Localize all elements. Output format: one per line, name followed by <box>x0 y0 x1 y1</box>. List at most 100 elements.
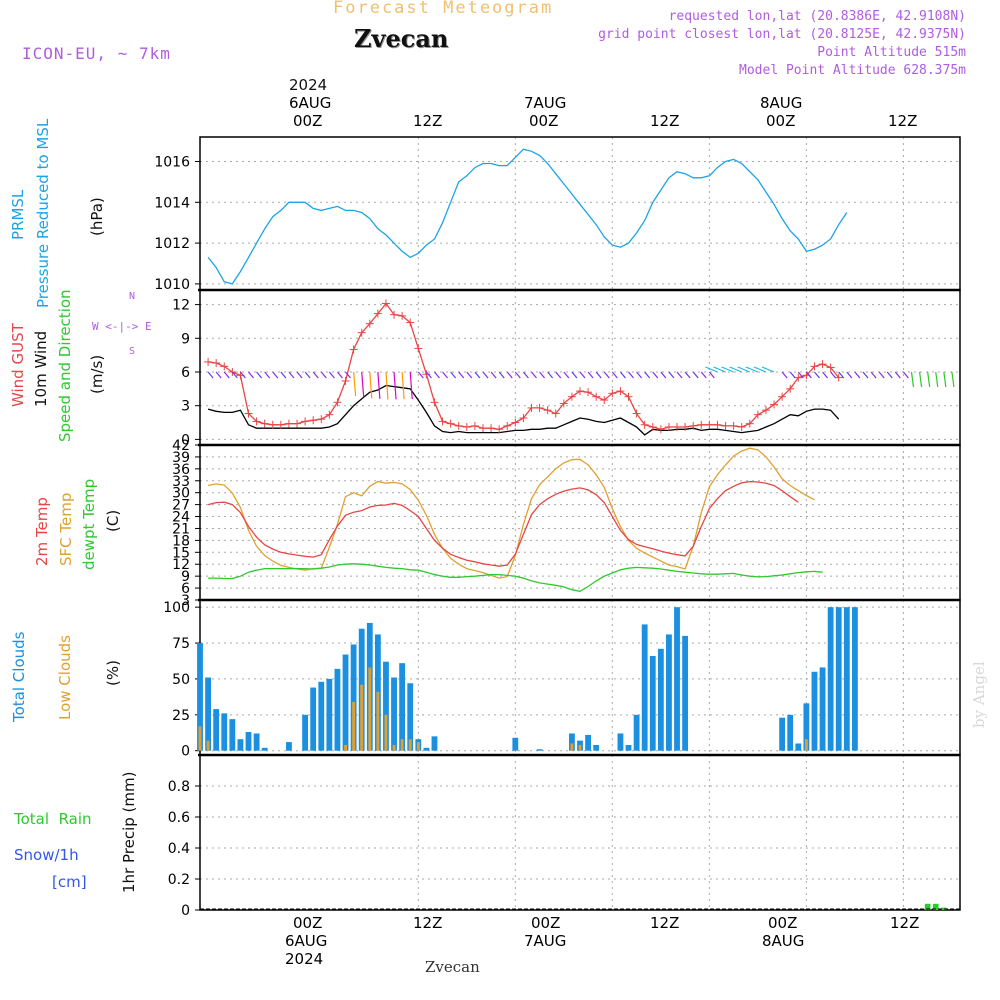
total-cloud-bar <box>835 607 842 751</box>
y-tick-label: 0.4 <box>168 841 190 857</box>
wind-direction-arrow <box>248 371 254 379</box>
wind-direction-arrow <box>215 371 222 379</box>
wind-direction-arrow <box>668 371 675 379</box>
wind-direction-arrow <box>894 371 901 379</box>
wind-direction-arrow <box>377 371 381 399</box>
wind-direction-arrow <box>761 366 775 373</box>
wind-direction-arrow <box>361 371 365 398</box>
total-cloud-bar <box>221 713 228 751</box>
low-cloud-bar <box>416 742 420 751</box>
total-cloud-bar <box>423 747 430 751</box>
y-tick-label: 75 <box>172 636 190 652</box>
wind-direction-arrow <box>563 371 570 379</box>
total-cloud-bar <box>391 677 397 751</box>
panel-frame <box>199 136 961 291</box>
wind-direction-arrow <box>628 371 634 379</box>
bottom-axis-year: 2024 <box>285 950 324 968</box>
temp-2m-title: 2m Temp <box>33 497 51 566</box>
total-cloud-bar <box>585 734 591 751</box>
y-tick-label: 12 <box>172 298 190 314</box>
y-tick-label: 33 <box>172 474 190 490</box>
y-tick-label: 1014 <box>154 195 190 211</box>
wind-direction-arrow <box>729 366 742 373</box>
bottom-tick-day: 7AUG <box>524 932 567 950</box>
wind-direction-arrow <box>223 371 230 379</box>
wind-direction-arrow <box>918 371 923 388</box>
wind-gust-title: Wind GUST <box>9 323 27 407</box>
wind-direction-arrow <box>547 371 554 379</box>
panel-frame <box>199 444 961 601</box>
bottom-tick-hour: 00Z <box>293 914 323 932</box>
total-clouds-title: Total Clouds <box>10 631 28 722</box>
total-cloud-bar <box>350 644 357 751</box>
wind-10m-title: 10m Wind <box>32 330 50 407</box>
total-cloud-bar <box>577 740 583 751</box>
low-cloud-bar <box>400 739 404 751</box>
wind-direction-arrow <box>927 371 931 388</box>
wind-direction-arrow <box>345 371 351 379</box>
wind-direction-arrow <box>506 371 513 379</box>
low-cloud-bar <box>384 714 388 751</box>
y-tick-label: 0.6 <box>168 810 190 826</box>
wind-direction-arrow <box>239 371 246 379</box>
wind-direction-arrow <box>951 371 955 388</box>
total-cloud-bar <box>342 654 349 751</box>
total-cloud-bar <box>310 687 317 751</box>
total-cloud-bar <box>261 747 268 751</box>
low-cloud-bar <box>570 743 574 751</box>
y-tick-label: 1012 <box>154 236 190 252</box>
model-label: ICON-EU, ~ 7km <box>22 44 171 63</box>
y-tick-label: 1010 <box>154 277 190 293</box>
y-tick-label: 25 <box>172 708 190 724</box>
snow-unit: [cm] <box>52 873 87 891</box>
total-cloud-bar <box>318 681 325 751</box>
point-altitude: Point Altitude 515m <box>817 45 966 60</box>
total-cloud-bar <box>326 678 333 751</box>
wind-direction-arrow <box>296 371 303 379</box>
total-cloud-bar <box>431 736 438 751</box>
total-cloud-bar <box>374 634 381 751</box>
low-cloud-bar <box>408 739 412 751</box>
wind-direction-arrow <box>531 371 537 379</box>
total-cloud-bar <box>407 683 414 751</box>
low-cloud-bar <box>376 691 380 751</box>
wind-direction-arrow <box>555 371 562 379</box>
total-cloud-bar <box>787 714 794 751</box>
wind-direction-arrow <box>737 366 751 373</box>
y-tick-label: 9 <box>181 569 190 585</box>
wind-direction-arrow <box>814 371 820 379</box>
compass-west-east: W <-|-> E <box>92 320 152 333</box>
pressure-ylabel: (hPa) <box>88 197 106 236</box>
total-cloud-bar <box>197 643 203 751</box>
wind-direction-arrow <box>700 371 707 379</box>
total-cloud-bar <box>779 717 786 751</box>
top-tick-day: 6AUG <box>289 94 332 112</box>
wind-direction-arrow <box>838 371 845 379</box>
y-tick-label: 100 <box>163 600 190 616</box>
wind-direction-arrow <box>264 371 271 379</box>
watermark: by Angel <box>970 661 988 728</box>
wind-direction-arrow <box>272 371 279 379</box>
wind-direction-arrow <box>822 371 829 379</box>
wind-direction-arrow <box>708 371 715 379</box>
y-tick-label: 3 <box>181 399 190 415</box>
wind-direction-arrow <box>514 371 521 379</box>
bottom-tick-hour: 12Z <box>890 914 920 932</box>
y-tick-label: 0 <box>181 903 190 919</box>
total-cloud-bar <box>803 703 810 751</box>
wind-direction-arrow <box>425 371 432 379</box>
y-tick-label: 12 <box>172 557 190 573</box>
low-cloud-bar <box>368 667 372 751</box>
requested-coords: requested lon,lat (20.8386E, 42.9108N) <box>668 9 966 24</box>
wind-direction-arrow <box>409 371 413 400</box>
y-tick-label: 27 <box>172 498 190 514</box>
y-tick-label: 1016 <box>154 154 190 170</box>
wind-direction-arrow <box>442 371 449 379</box>
wind-direction-arrow <box>854 371 861 379</box>
y-tick-label: 42 <box>172 438 190 454</box>
total-cloud-bar <box>593 744 600 751</box>
pressure-title-2: Pressure Reduced to MSL <box>34 118 52 308</box>
low-cloud-bar <box>578 744 582 751</box>
total-cloud-bar <box>383 661 389 751</box>
